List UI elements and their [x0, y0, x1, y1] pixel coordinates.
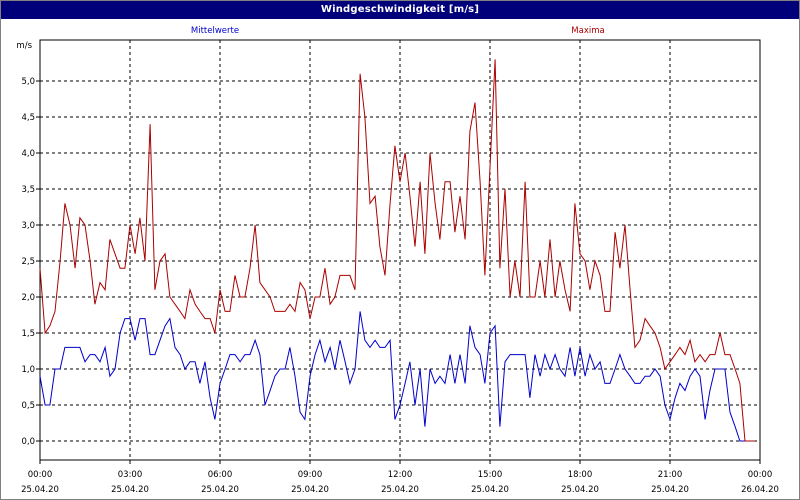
- x-tick-time-label: 00:00: [28, 470, 53, 480]
- y-tick-label: 3,5: [21, 185, 35, 195]
- window-title-bar: Windgeschwindigkeit [m/s]: [1, 1, 799, 19]
- plot-area: 0,0 0,5 1,0 1,5 2,0 2,5 3,0 3,5 4,0 4,5 5,0 00:00 25…: [21, 39, 779, 495]
- x-tick-date-label: 25.04.20: [21, 485, 59, 495]
- x-tick-time-label: 18:00: [568, 470, 593, 480]
- series-line-maxima: [39, 59, 755, 442]
- x-tick-date-label: 25.04.20: [651, 485, 689, 495]
- x-tick-time-label: 00:00: [748, 470, 773, 480]
- x-tick-time-label: 21:00: [658, 470, 683, 480]
- legend-maxima: Maxima: [571, 26, 604, 36]
- y-tick-label: 4,5: [21, 113, 35, 123]
- x-tick-date-label: 25.04.20: [111, 485, 149, 495]
- x-tick-time-label: 12:00: [388, 470, 413, 480]
- x-tick-date-label: 25.04.20: [201, 485, 239, 495]
- x-tick-date-label: 25.04.20: [561, 485, 599, 495]
- y-tick-label: 1,0: [21, 365, 35, 375]
- x-tick-time-label: 06:00: [208, 470, 233, 480]
- x-tick-date-label: 25.04.20: [471, 485, 509, 495]
- x-tick-time-label: 09:00: [298, 470, 323, 480]
- y-tick-label: 2,0: [21, 293, 35, 303]
- chart-title: Windgeschwindigkeit [m/s]: [320, 4, 480, 15]
- legend-mittelwerte: Mittelwerte: [191, 26, 239, 36]
- y-tick-label: 3,0: [21, 221, 35, 231]
- y-tick-label: 0,5: [21, 401, 35, 411]
- y-tick-label: 5,0: [21, 77, 35, 87]
- y-tick-label: 1,5: [21, 329, 35, 339]
- y-tick-label: 2,5: [21, 257, 35, 267]
- y-axis-unit-label: m/s: [16, 41, 32, 51]
- x-tick-date-label: 25.04.20: [381, 485, 419, 495]
- y-tick-label: 4,0: [21, 149, 35, 159]
- x-tick-time-label: 15:00: [478, 470, 503, 480]
- x-tick-date-label: 26.04.20: [741, 485, 779, 495]
- x-tick-time-label: 03:00: [118, 470, 143, 480]
- x-tick-date-label: 25.04.20: [291, 485, 329, 495]
- y-tick-label: 0,0: [21, 437, 35, 447]
- series-line-mittelwerte: [39, 311, 751, 442]
